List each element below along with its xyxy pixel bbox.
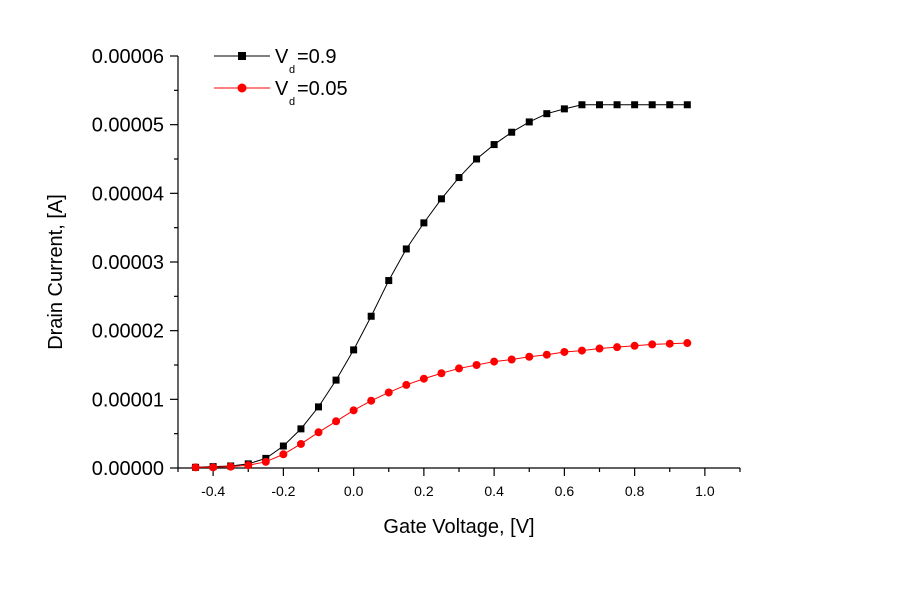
x-tick-label: -0.2 [271,483,295,499]
x-tick-label: -0.4 [201,483,225,499]
y-tick-label: 0.00006 [92,46,164,68]
data-point [683,101,691,109]
x-tick-label: 0.8 [625,483,645,499]
x-tick-label: 1.0 [695,483,715,499]
data-point [578,101,586,109]
x-axis-title: Gate Voltage, [V] [383,516,534,538]
data-point [279,450,288,459]
data-point [543,110,551,118]
data-point [349,406,358,415]
legend-marker [238,52,246,60]
data-point [332,417,341,426]
data-point [437,195,445,203]
data-point [648,340,657,349]
data-point [402,380,411,389]
data-point [261,457,270,466]
data-point [525,118,533,126]
data-point [560,105,568,113]
data-point [596,101,603,109]
data-point [665,339,674,348]
data-point [385,277,393,285]
data-point [209,463,218,472]
data-point [315,403,322,411]
legend-value: =0.9 [297,46,336,68]
y-tick-label: 0.00001 [92,389,164,411]
legend-label: V [275,78,289,100]
data-point [595,344,604,353]
data-point [490,141,498,149]
series-0 [192,101,691,471]
data-point [666,101,674,109]
x-tick-label: 0.2 [414,483,434,499]
x-tick-label: 0.0 [344,483,364,499]
data-point [455,174,463,182]
data-point [613,101,621,109]
data-point [508,128,516,136]
data-point [419,374,428,383]
data-point [420,219,428,227]
series-line [195,342,688,468]
legend-item-0: Vd=0.9 [214,46,336,76]
data-point [630,341,639,350]
y-tick-label: 0.00004 [92,183,164,205]
y-axis-title: Drain Current, [A] [45,194,67,350]
data-point [350,346,358,354]
y-tick-label: 0.00003 [92,252,164,274]
data-point [437,369,446,378]
legend-label: V [275,46,289,68]
data-point [367,312,375,320]
data-point [191,463,200,472]
data-point [613,343,622,352]
legend-marker [237,83,247,93]
series-1 [191,339,692,472]
y-tick-label: 0.00005 [92,115,164,137]
data-point [648,101,656,109]
axes: 0.00000 0.00001 0.00002 0.00003 0.00004 0.000… [92,46,741,499]
legend-value: =0.05 [297,78,348,100]
y-tick-label: 0.00002 [92,321,164,343]
data-point [332,376,340,384]
data-point [279,442,287,450]
data-point [367,396,376,405]
data-point [525,352,534,361]
data-point [226,462,235,471]
data-point [296,439,305,448]
legend-subscript: d [289,64,295,76]
data-point [490,357,499,366]
series-line [195,104,688,468]
data-point [577,346,586,355]
legend-item-1: Vd=0.05 [214,78,348,108]
data-point [384,388,393,397]
data-point [507,355,516,364]
data-point [455,364,463,373]
data-point [631,101,639,109]
data-point [473,155,481,163]
data-point [297,425,305,433]
x-tick-label: 0.4 [484,483,504,499]
data-point [402,245,410,253]
data-point [683,339,692,348]
x-tick-label: 0.6 [555,483,575,499]
y-tick-label: 0.00000 [92,458,164,480]
data-point [542,350,551,359]
legend: Vd=0.9Vd=0.05 [214,46,348,108]
series-layer [191,101,692,472]
data-point [314,428,323,437]
data-point [560,347,569,356]
legend-subscript: d [289,96,295,108]
data-point [244,461,253,470]
data-point [472,361,481,369]
